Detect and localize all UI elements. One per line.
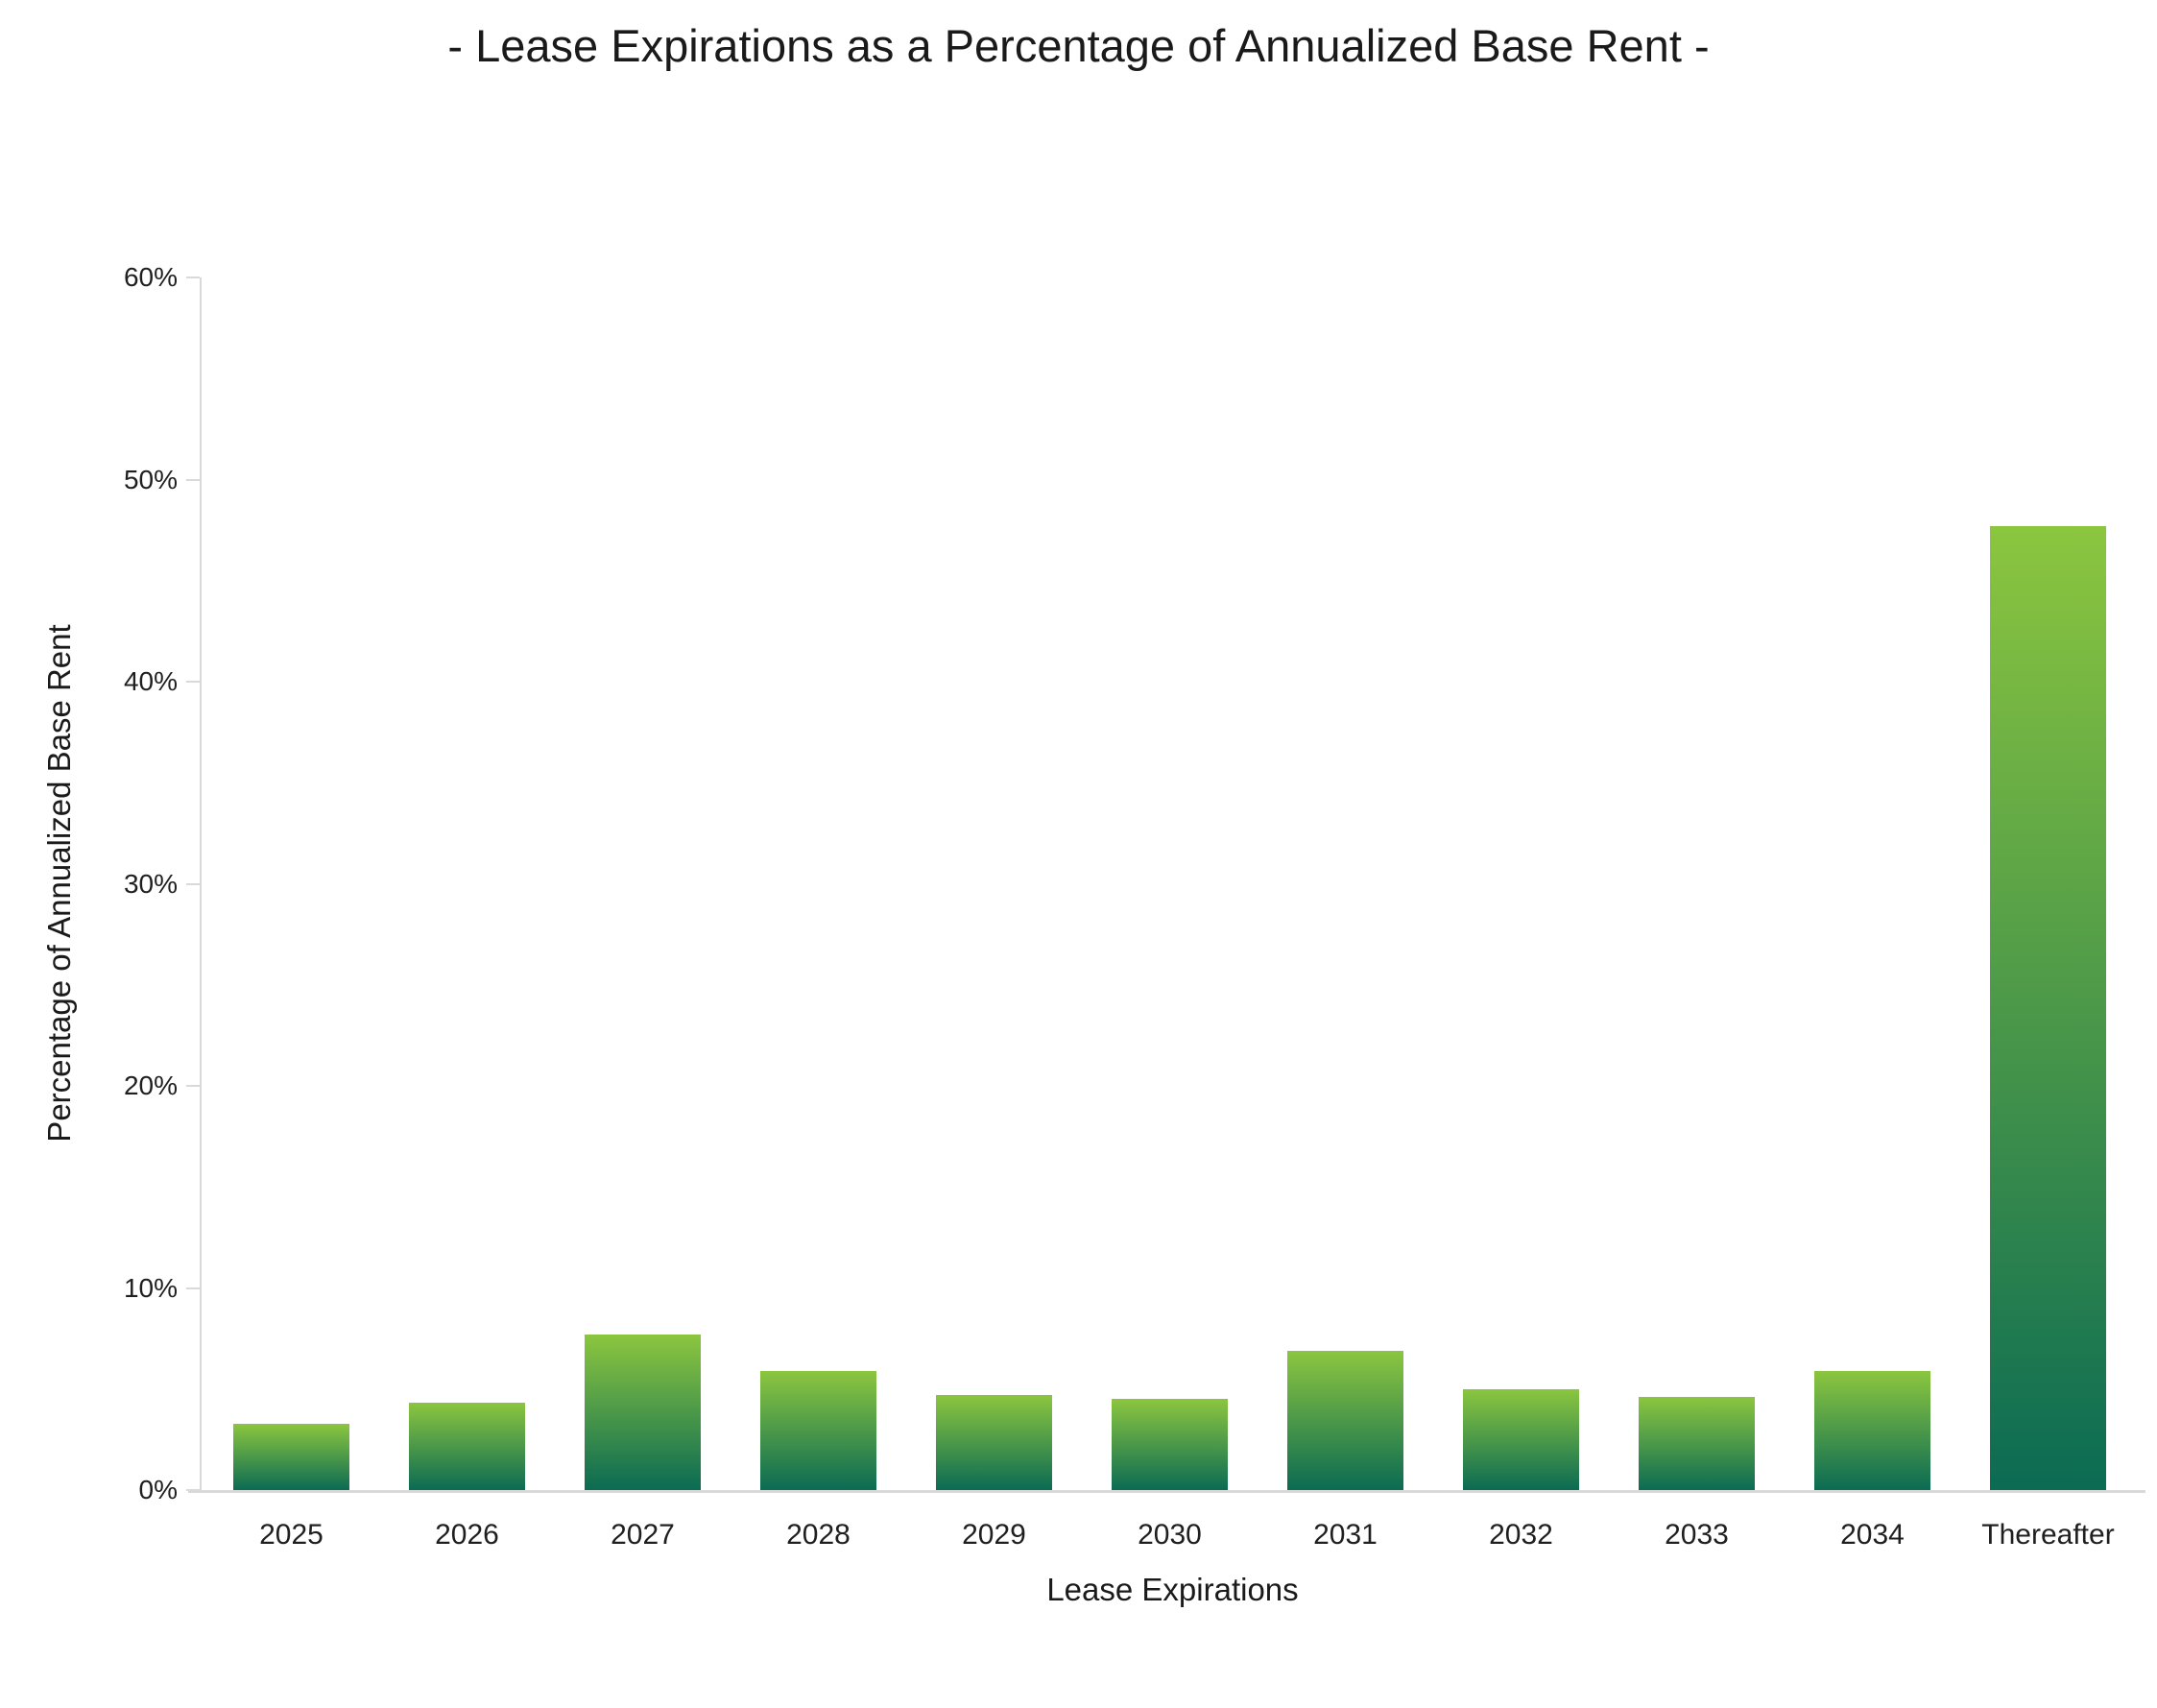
x-tick-label-2031: 2031 bbox=[1313, 1519, 1378, 1551]
y-tick-label: 30% bbox=[123, 868, 178, 899]
y-tick-mark bbox=[186, 277, 200, 278]
x-tick-label-2028: 2028 bbox=[786, 1519, 851, 1551]
y-tick-label: 50% bbox=[123, 464, 178, 494]
bar-2034 bbox=[1814, 1371, 1930, 1490]
x-tick-label-2027: 2027 bbox=[611, 1519, 675, 1551]
bar-2027 bbox=[585, 1335, 701, 1490]
y-axis-line bbox=[200, 277, 202, 1493]
y-tick-mark bbox=[186, 1085, 200, 1087]
x-axis-title: Lease Expirations bbox=[1046, 1572, 1299, 1607]
y-tick-mark bbox=[186, 478, 200, 481]
y-tick-mark bbox=[186, 882, 200, 885]
x-tick-label-2033: 2033 bbox=[1665, 1519, 1729, 1551]
y-tick-label: 0% bbox=[138, 1475, 178, 1504]
y-tick-mark bbox=[186, 681, 200, 683]
x-tick-label-2034: 2034 bbox=[1840, 1519, 1905, 1551]
bar-thereafter bbox=[1990, 526, 2106, 1490]
bar-2028 bbox=[760, 1371, 876, 1490]
chart-title: - Lease Expirations as a Percentage of A… bbox=[447, 20, 1710, 71]
y-tick-label: 10% bbox=[123, 1272, 178, 1303]
y-tick-mark bbox=[186, 1489, 200, 1491]
bar-2033 bbox=[1639, 1397, 1755, 1490]
y-tick-label: 20% bbox=[123, 1071, 178, 1100]
bar-2032 bbox=[1463, 1389, 1579, 1490]
y-tick-label: 60% bbox=[123, 262, 178, 292]
bar-2025 bbox=[233, 1424, 349, 1490]
bar-2026 bbox=[409, 1403, 525, 1490]
x-tick-label-2025: 2025 bbox=[259, 1519, 324, 1551]
x-tick-label-2032: 2032 bbox=[1489, 1519, 1553, 1551]
x-tick-label-2030: 2030 bbox=[1138, 1519, 1202, 1551]
y-tick-label: 40% bbox=[123, 666, 178, 696]
bar-2031 bbox=[1287, 1351, 1403, 1490]
y-tick-mark bbox=[186, 1287, 200, 1289]
bar-2030 bbox=[1112, 1399, 1228, 1490]
x-tick-label-thereafter: Thereafter bbox=[1981, 1519, 2115, 1551]
x-tick-label-2026: 2026 bbox=[435, 1519, 499, 1551]
x-tick-label-2029: 2029 bbox=[962, 1519, 1026, 1551]
x-axis-line bbox=[188, 1490, 2145, 1493]
bar-2029 bbox=[936, 1395, 1052, 1490]
